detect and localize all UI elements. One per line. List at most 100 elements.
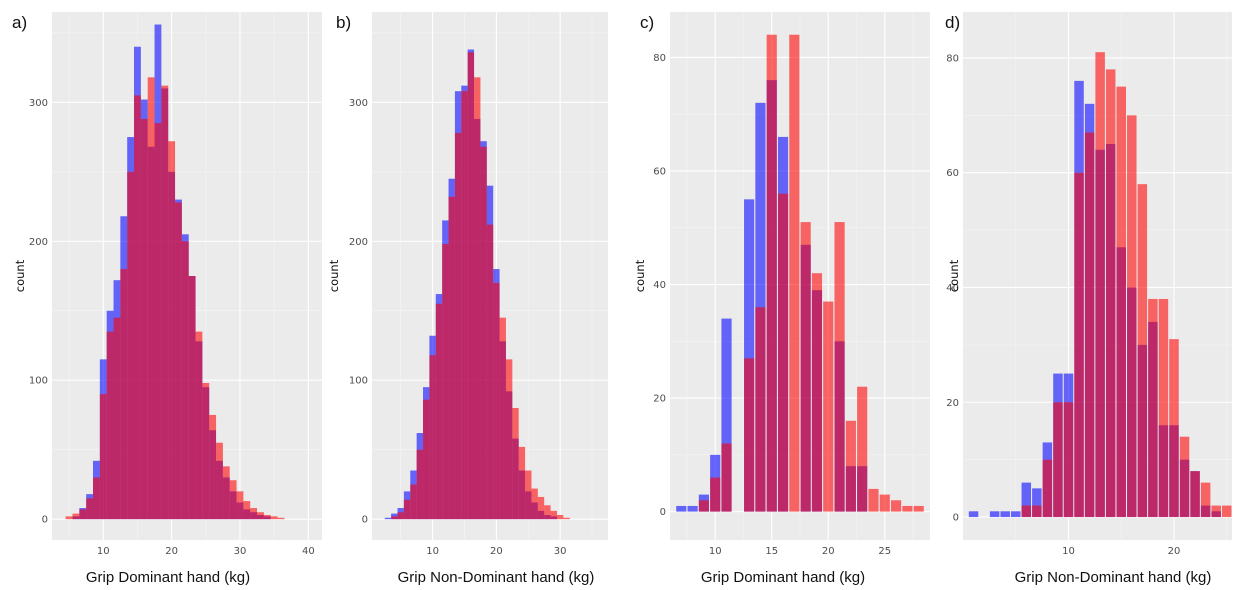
- x-tick-label: 40: [302, 546, 315, 557]
- red-bar: [879, 494, 890, 512]
- y-axis-title: count: [633, 259, 647, 292]
- panel-a: 10 20 30 40 0 100 200 300 Grip Dominant hand (kg…: [12, 12, 322, 586]
- panel-d: 10 20 0 20 40 60 80 Grip Non-Dominant hand (kg)…: [945, 12, 1232, 586]
- red-bar: [1169, 339, 1179, 518]
- red-bar: [721, 443, 732, 512]
- red-bar: [1211, 505, 1221, 518]
- blue-bar: [1032, 488, 1042, 518]
- red-bar: [99, 394, 107, 520]
- y-tick-label: 200: [349, 237, 368, 248]
- red-bar: [222, 466, 230, 520]
- red-bar: [410, 484, 417, 520]
- red-bar: [236, 491, 244, 520]
- red-bar: [556, 514, 564, 520]
- red-bar: [902, 505, 913, 512]
- red-bar: [429, 355, 436, 520]
- red-bar: [243, 501, 251, 520]
- red-bar: [397, 512, 404, 520]
- x-axis-title: Grip Non-Dominant hand (kg): [398, 569, 595, 586]
- red-bar: [1063, 402, 1074, 518]
- red-bar: [391, 516, 398, 520]
- red-bar: [461, 91, 468, 520]
- x-tick-label: 30: [234, 546, 247, 557]
- x-tick-label: 25: [878, 546, 891, 557]
- red-bar: [512, 408, 519, 520]
- red-bar: [1116, 86, 1126, 518]
- red-bar: [423, 399, 430, 520]
- red-bar: [277, 517, 285, 520]
- blue-bar: [744, 199, 755, 512]
- y-tick-label: 0: [953, 513, 959, 524]
- red-bar: [710, 477, 721, 512]
- red-bar: [857, 386, 868, 512]
- y-tick-label: 80: [653, 53, 666, 64]
- x-tick-label: 30: [554, 546, 567, 557]
- red-bar: [175, 202, 182, 520]
- red-bar: [518, 446, 526, 520]
- y-tick-label: 100: [349, 376, 368, 387]
- blue-bar: [968, 511, 979, 518]
- red-bar: [93, 477, 100, 520]
- x-tick-label: 10: [1062, 546, 1075, 557]
- red-bar: [834, 222, 845, 512]
- red-bar: [209, 414, 217, 520]
- red-bar: [1127, 115, 1137, 518]
- y-tick-label: 0: [362, 515, 368, 526]
- y-tick-label: 80: [946, 53, 959, 64]
- blue-bar: [989, 511, 1000, 518]
- red-bar: [442, 244, 449, 520]
- y-tick-label: 40: [653, 280, 666, 291]
- red-bar: [263, 514, 271, 520]
- red-bar: [505, 359, 513, 520]
- x-tick-label: 20: [1168, 546, 1181, 557]
- y-tick-label: 60: [946, 168, 959, 179]
- red-bar: [537, 496, 545, 520]
- y-tick-label: 60: [653, 166, 666, 177]
- y-axis-title: count: [13, 259, 27, 292]
- red-bar: [1221, 505, 1232, 518]
- red-bar: [499, 317, 506, 520]
- x-tick-label: 20: [490, 546, 503, 557]
- red-bar: [120, 269, 128, 520]
- y-tick-label: 200: [29, 237, 48, 248]
- red-bar: [229, 480, 237, 520]
- red-bar: [161, 85, 169, 520]
- x-tick-label: 10: [426, 546, 439, 557]
- red-bar: [202, 382, 210, 520]
- red-bar: [777, 193, 789, 512]
- red-bar: [454, 132, 462, 520]
- x-axis-title: Grip Dominant hand (kg): [86, 569, 250, 586]
- blue-bar: [1021, 482, 1032, 518]
- red-bar: [868, 488, 879, 512]
- y-tick-label: 300: [349, 98, 368, 109]
- y-tick-label: 20: [946, 398, 959, 409]
- red-bar: [698, 500, 709, 512]
- red-bar: [1021, 505, 1032, 518]
- red-bar: [403, 499, 411, 520]
- red-bar: [270, 516, 278, 520]
- red-bar: [845, 420, 856, 512]
- red-bar: [823, 301, 834, 512]
- y-tick-label: 100: [29, 376, 48, 387]
- red-bar: [811, 273, 823, 512]
- red-bar: [1200, 482, 1211, 518]
- red-bar: [525, 470, 532, 520]
- red-bar: [147, 77, 155, 520]
- red-bar: [257, 512, 264, 520]
- red-bar: [544, 505, 551, 520]
- panel-label: b): [336, 13, 351, 32]
- x-tick-label: 15: [765, 546, 778, 557]
- panel-label: a): [12, 13, 27, 32]
- red-bar: [250, 508, 258, 520]
- y-tick-label: 0: [660, 507, 666, 518]
- panel-label: d): [945, 13, 960, 32]
- red-bar: [531, 488, 538, 520]
- red-bar: [65, 516, 73, 520]
- x-tick-label: 10: [709, 546, 722, 557]
- red-bar: [474, 77, 481, 520]
- red-bar: [140, 118, 148, 520]
- red-bar: [416, 449, 424, 520]
- red-bar: [79, 509, 87, 520]
- blue-bar: [721, 318, 732, 512]
